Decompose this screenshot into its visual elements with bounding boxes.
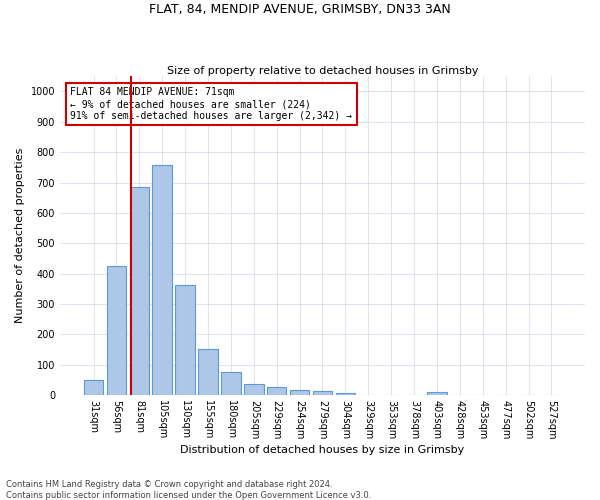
Text: FLAT, 84, MENDIP AVENUE, GRIMSBY, DN33 3AN: FLAT, 84, MENDIP AVENUE, GRIMSBY, DN33 3… xyxy=(149,2,451,16)
Bar xyxy=(175,285,195,395)
Bar xyxy=(244,384,263,395)
Title: Size of property relative to detached houses in Grimsby: Size of property relative to detached ho… xyxy=(167,66,478,76)
Y-axis label: Number of detached properties: Number of detached properties xyxy=(15,148,25,324)
Bar xyxy=(152,165,172,395)
Bar xyxy=(130,187,149,395)
Text: FLAT 84 MENDIP AVENUE: 71sqm
← 9% of detached houses are smaller (224)
91% of se: FLAT 84 MENDIP AVENUE: 71sqm ← 9% of det… xyxy=(70,88,352,120)
Bar xyxy=(313,390,332,395)
Bar xyxy=(267,387,286,395)
Bar xyxy=(290,390,309,395)
Bar xyxy=(221,372,241,395)
Text: Contains HM Land Registry data © Crown copyright and database right 2024.
Contai: Contains HM Land Registry data © Crown c… xyxy=(6,480,371,500)
Bar xyxy=(198,349,218,395)
X-axis label: Distribution of detached houses by size in Grimsby: Distribution of detached houses by size … xyxy=(181,445,464,455)
Bar xyxy=(84,380,103,395)
Bar xyxy=(107,266,126,395)
Bar xyxy=(427,392,446,395)
Bar xyxy=(335,392,355,395)
